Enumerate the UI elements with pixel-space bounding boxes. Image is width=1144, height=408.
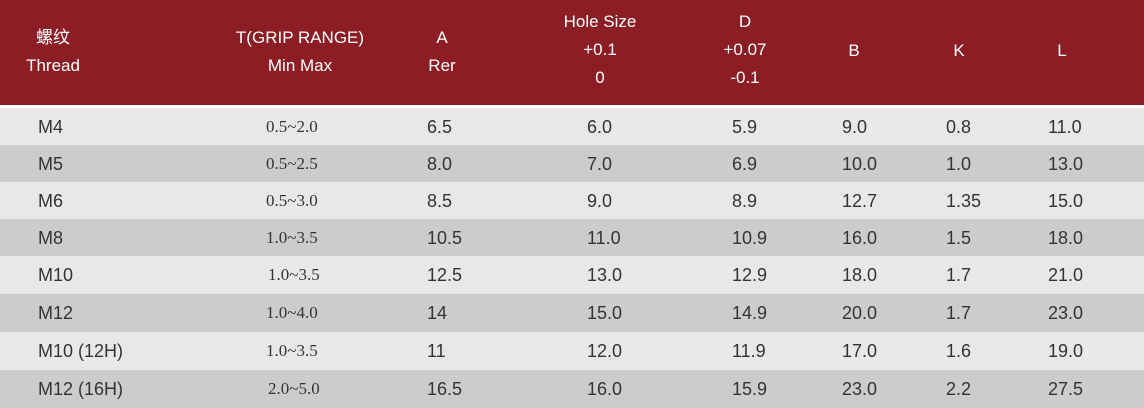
cell-l: 27.5 bbox=[1048, 379, 1084, 399]
cell-grip: 2.0~5.0 bbox=[268, 379, 320, 398]
cell-hole: 6.0 bbox=[587, 117, 613, 137]
header-a-title: A bbox=[436, 28, 448, 47]
cell-k: 2.2 bbox=[946, 379, 972, 399]
cell-k: 1.6 bbox=[946, 341, 972, 361]
cell-a: 6.5 bbox=[427, 117, 453, 137]
cell-grip: 1.0~3.5 bbox=[268, 265, 320, 284]
header-d-tol-upper: +0.07 bbox=[723, 40, 767, 59]
cell-hole: 13.0 bbox=[587, 265, 623, 285]
cell-a: 11 bbox=[427, 341, 446, 361]
cell-l: 21.0 bbox=[1048, 265, 1084, 285]
cell-l: 19.0 bbox=[1048, 341, 1084, 361]
cell-hole: 11.0 bbox=[587, 228, 621, 248]
cell-a: 8.0 bbox=[427, 154, 453, 174]
table-row: M12 (16H) 2.0~5.0 16.5 16.0 15.9 23.0 2.… bbox=[0, 370, 1144, 408]
cell-b: 17.0 bbox=[842, 341, 878, 361]
header-hole-size: Hole Size +0.1 0 bbox=[540, 8, 660, 92]
cell-hole: 15.0 bbox=[587, 303, 623, 323]
cell-a: 16.5 bbox=[427, 379, 463, 399]
cell-l: 11.0 bbox=[1048, 117, 1082, 137]
table-row: M10 (12H) 1.0~3.5 11 12.0 11.9 17.0 1.6 … bbox=[0, 332, 1144, 370]
cell-k: 1.7 bbox=[946, 303, 972, 323]
cell-d: 10.9 bbox=[732, 228, 768, 248]
header-k: K bbox=[929, 37, 989, 65]
table-body: M4 0.5~2.0 6.5 6.0 5.9 9.0 0.8 11.0 M5 0… bbox=[0, 105, 1144, 408]
cell-thread: M4 bbox=[38, 117, 64, 137]
cell-k: 1.7 bbox=[946, 265, 972, 285]
header-hole-title: Hole Size bbox=[563, 12, 637, 31]
cell-b: 10.0 bbox=[842, 154, 878, 174]
cell-grip: 0.5~2.0 bbox=[266, 117, 318, 136]
cell-l: 23.0 bbox=[1048, 303, 1084, 323]
cell-a: 8.5 bbox=[427, 191, 453, 211]
table-row: M6 0.5~3.0 8.5 9.0 8.9 12.7 1.35 15.0 bbox=[0, 182, 1144, 220]
header-d-tol-lower: -0.1 bbox=[730, 68, 760, 87]
table-row: M12 1.0~4.0 14 15.0 14.9 20.0 1.7 23.0 bbox=[0, 294, 1144, 332]
cell-hole: 9.0 bbox=[587, 191, 613, 211]
cell-grip: 1.0~4.0 bbox=[266, 303, 318, 322]
cell-d: 5.9 bbox=[732, 117, 758, 137]
cell-d: 12.9 bbox=[732, 265, 768, 285]
header-thread-en: Thread bbox=[26, 56, 80, 75]
cell-thread: M10 bbox=[38, 265, 74, 285]
cell-grip: 1.0~3.5 bbox=[266, 341, 318, 360]
cell-b: 16.0 bbox=[842, 228, 878, 248]
cell-b: 12.7 bbox=[842, 191, 878, 211]
table-row: M8 1.0~3.5 10.5 11.0 10.9 16.0 1.5 18.0 bbox=[0, 219, 1144, 257]
cell-b: 23.0 bbox=[842, 379, 878, 399]
header-thread: 螺纹 Thread bbox=[18, 24, 88, 80]
cell-k: 1.5 bbox=[946, 228, 972, 248]
header-l: L bbox=[1032, 37, 1092, 65]
cell-hole: 12.0 bbox=[587, 341, 623, 361]
cell-thread: M8 bbox=[38, 228, 64, 248]
cell-d: 8.9 bbox=[732, 191, 758, 211]
header-a: A Rer bbox=[402, 24, 482, 80]
header-grip: T(GRIP RANGE) Min Max bbox=[210, 24, 390, 80]
cell-hole: 7.0 bbox=[587, 154, 613, 174]
header-grip-title: T(GRIP RANGE) bbox=[235, 28, 365, 47]
cell-d: 14.9 bbox=[732, 303, 768, 323]
cell-hole: 16.0 bbox=[587, 379, 623, 399]
cell-thread: M12 (16H) bbox=[38, 379, 124, 399]
cell-a: 14 bbox=[427, 303, 448, 323]
header-l-title: L bbox=[1057, 41, 1067, 60]
header-b: B bbox=[824, 37, 884, 65]
header-b-title: B bbox=[848, 41, 860, 60]
cell-thread: M6 bbox=[38, 191, 64, 211]
cell-b: 9.0 bbox=[842, 117, 868, 137]
header-thread-cn: 螺纹 bbox=[36, 28, 70, 47]
cell-k: 0.8 bbox=[946, 117, 972, 137]
cell-l: 13.0 bbox=[1048, 154, 1084, 174]
cell-b: 20.0 bbox=[842, 303, 878, 323]
cell-d: 15.9 bbox=[732, 379, 768, 399]
header-k-title: K bbox=[953, 41, 965, 60]
cell-d: 11.9 bbox=[732, 341, 766, 361]
header-d: D +0.07 -0.1 bbox=[695, 8, 795, 92]
table-row: M5 0.5~2.5 8.0 7.0 6.9 10.0 1.0 13.0 bbox=[0, 145, 1144, 183]
cell-b: 18.0 bbox=[842, 265, 878, 285]
cell-l: 15.0 bbox=[1048, 191, 1084, 211]
cell-thread: M12 bbox=[38, 303, 74, 323]
cell-k: 1.35 bbox=[946, 191, 982, 211]
cell-grip: 0.5~3.0 bbox=[266, 191, 318, 210]
table-header: 螺纹 Thread T(GRIP RANGE) Min Max A Rer Ho… bbox=[0, 0, 1144, 105]
cell-d: 6.9 bbox=[732, 154, 758, 174]
cell-a: 10.5 bbox=[427, 228, 463, 248]
header-hole-tol-upper: +0.1 bbox=[583, 40, 617, 59]
header-grip-sub: Min Max bbox=[267, 56, 333, 75]
cell-grip: 1.0~3.5 bbox=[266, 228, 318, 247]
table-row: M4 0.5~2.0 6.5 6.0 5.9 9.0 0.8 11.0 bbox=[0, 108, 1144, 146]
cell-k: 1.0 bbox=[946, 154, 972, 174]
cell-l: 18.0 bbox=[1048, 228, 1084, 248]
header-d-title: D bbox=[738, 12, 752, 31]
header-hole-tol-lower: 0 bbox=[595, 68, 605, 87]
cell-thread: M10 (12H) bbox=[38, 341, 124, 361]
cell-grip: 0.5~2.5 bbox=[266, 154, 318, 173]
header-a-sub: Rer bbox=[428, 56, 456, 75]
table-row: M10 1.0~3.5 12.5 13.0 12.9 18.0 1.7 21.0 bbox=[0, 256, 1144, 294]
cell-a: 12.5 bbox=[427, 265, 463, 285]
cell-thread: M5 bbox=[38, 154, 64, 174]
